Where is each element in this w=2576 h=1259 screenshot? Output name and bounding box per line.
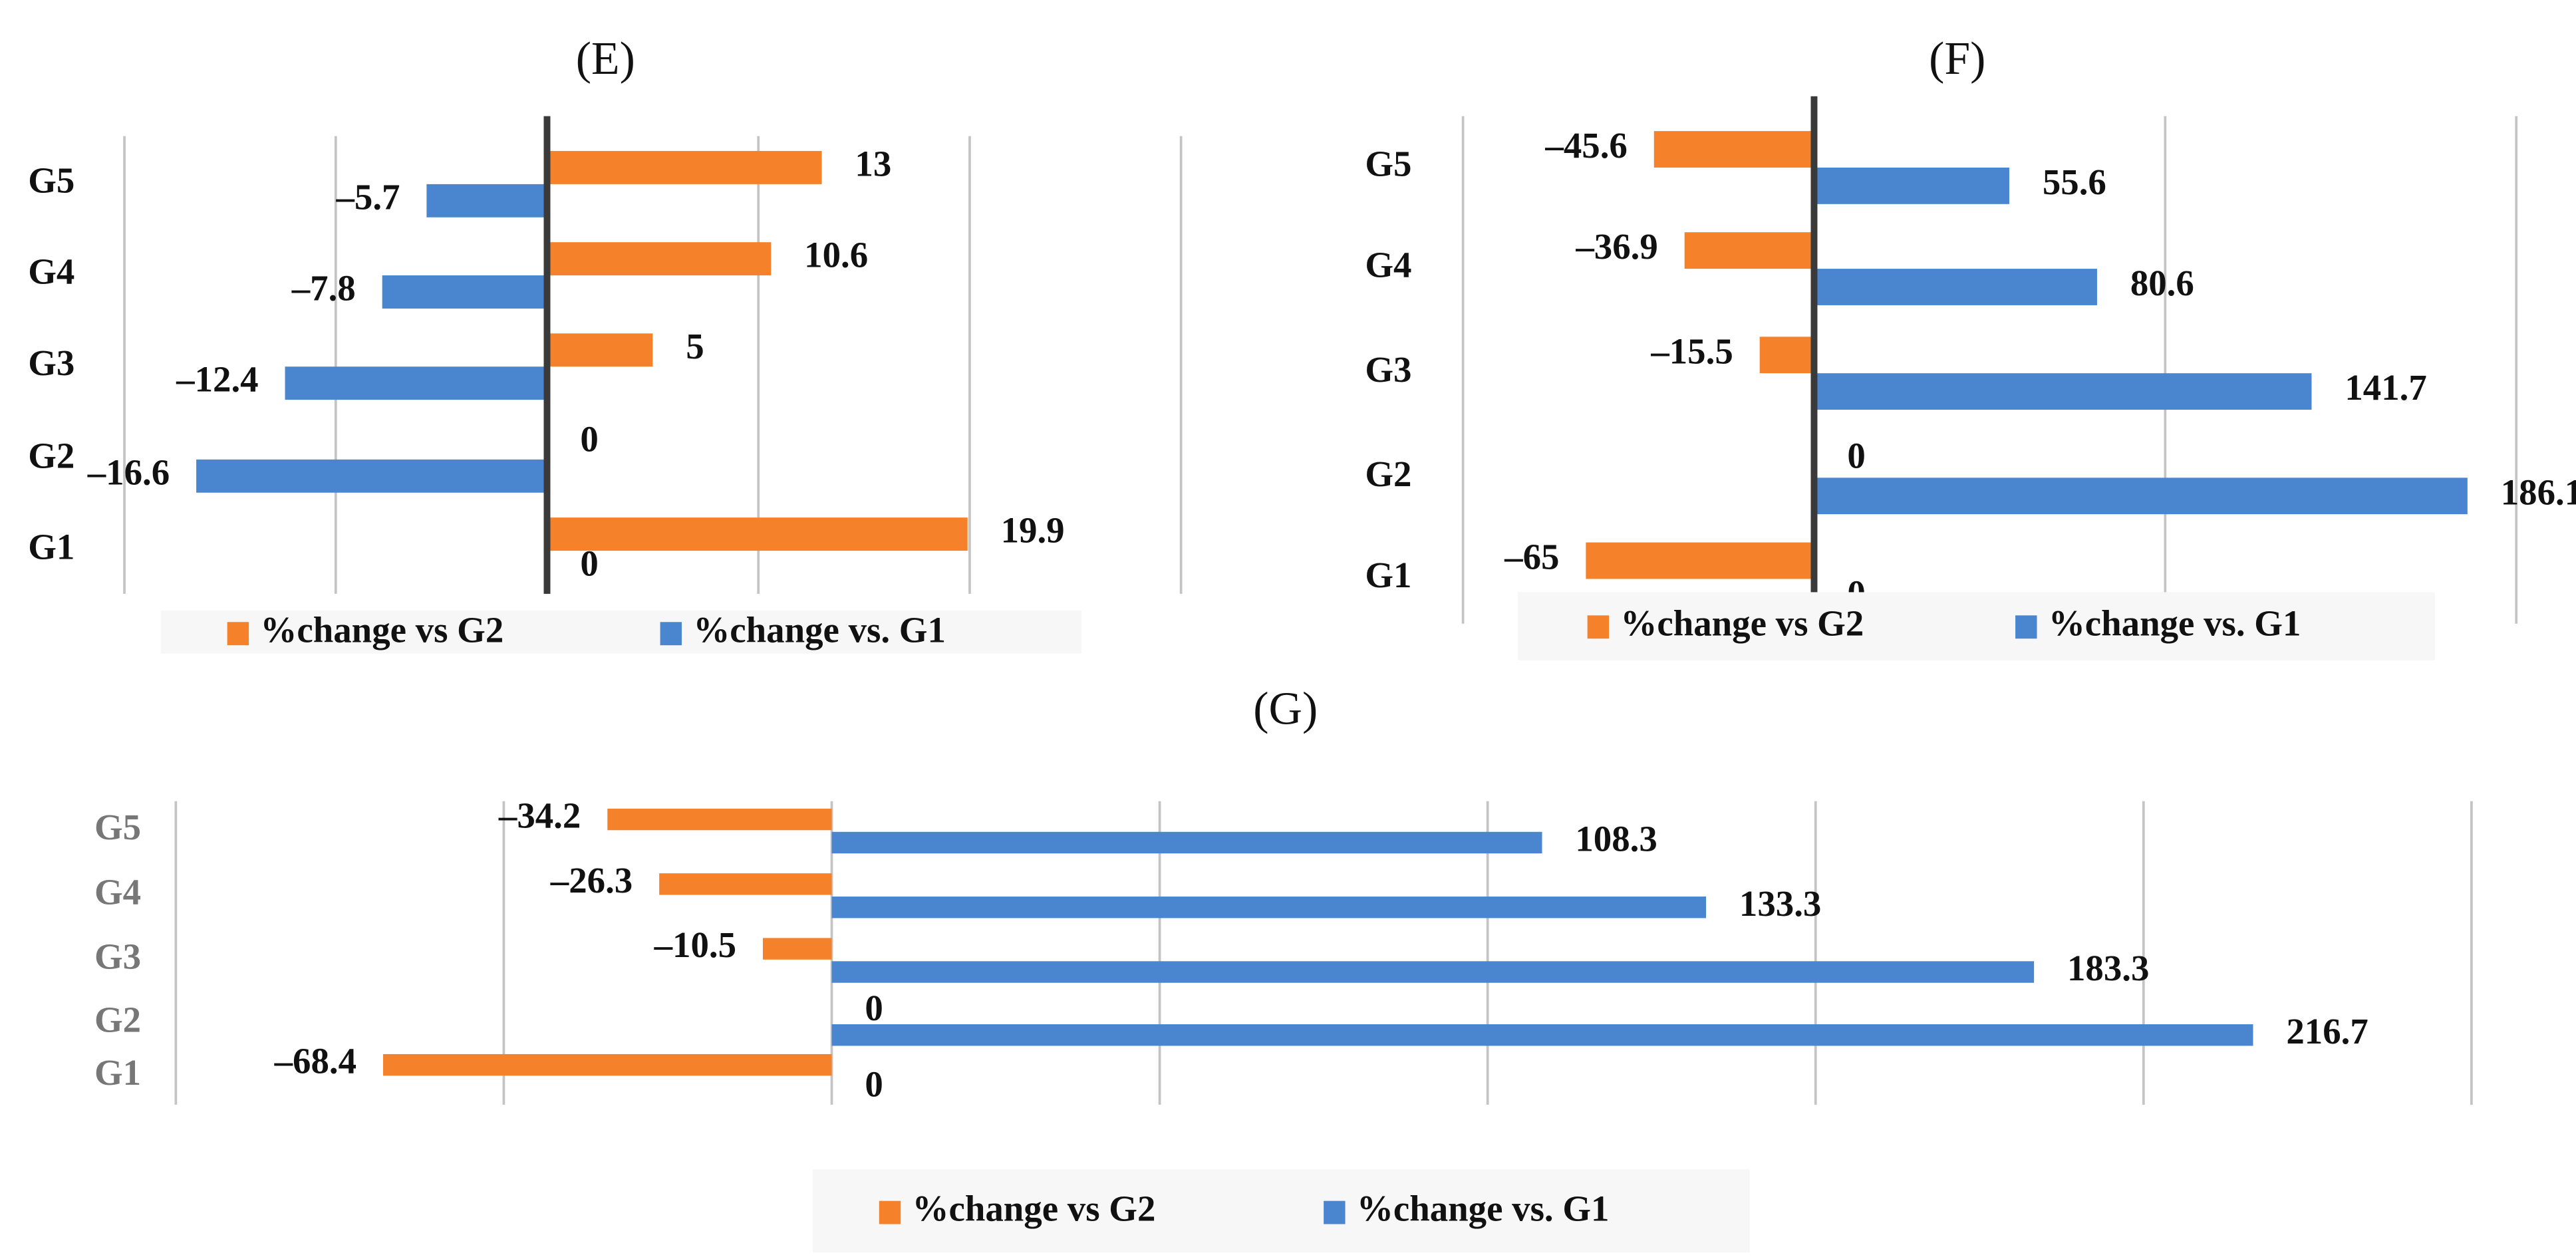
data-label: 186.1 <box>2501 472 2576 512</box>
data-label: –12.4 <box>176 359 258 400</box>
data-label: –45.6 <box>1544 125 1627 166</box>
legend-marker <box>2015 615 2037 639</box>
bar <box>547 517 968 551</box>
bar <box>1653 131 1814 168</box>
data-label: –26.3 <box>550 860 633 901</box>
data-label: 108.3 <box>1575 819 1657 859</box>
category-label: G1 <box>28 527 74 567</box>
data-label: –16.6 <box>87 452 170 492</box>
bar <box>831 961 2035 983</box>
category-label: G4 <box>28 251 74 292</box>
data-label: 133.3 <box>1739 883 1821 924</box>
legend-label: %change vs. G1 <box>693 609 945 650</box>
category-label: G4 <box>94 871 141 912</box>
chart-title: (G) <box>1253 683 1318 734</box>
legend-box <box>1517 592 2436 660</box>
category-label: G1 <box>1365 555 1411 595</box>
category-label: G1 <box>94 1052 141 1093</box>
data-label: 0 <box>1847 435 1865 476</box>
data-label: 141.7 <box>2345 367 2426 408</box>
chart-title: (E) <box>576 33 635 84</box>
category-label: G5 <box>94 807 141 847</box>
bar <box>547 242 772 276</box>
data-label: 0 <box>865 988 883 1028</box>
legend-label: %change vs. G1 <box>1357 1189 1609 1229</box>
category-label: G3 <box>28 343 74 383</box>
bar <box>382 1053 832 1076</box>
legend-box <box>813 1169 1751 1252</box>
category-label: G5 <box>28 160 74 200</box>
bar <box>1814 269 2097 305</box>
legend-marker <box>227 622 249 646</box>
data-label: 216.7 <box>2286 1011 2368 1051</box>
bar <box>1759 337 1814 374</box>
data-label: –65 <box>1504 537 1559 577</box>
data-label: –68.4 <box>274 1041 357 1081</box>
data-label: –15.5 <box>1650 331 1733 371</box>
bar <box>1814 373 2312 410</box>
bar <box>1684 232 1814 269</box>
bar <box>1814 478 2468 515</box>
bar <box>1814 167 2009 204</box>
legend-box <box>160 610 1082 654</box>
legend-label: %change vs. G1 <box>2049 603 2301 643</box>
data-label: 19.9 <box>1001 510 1065 551</box>
legend-label: %change vs G2 <box>913 1189 1156 1229</box>
data-label: 0 <box>580 543 598 584</box>
bar <box>762 938 832 960</box>
legend-marker <box>1587 615 1610 639</box>
legend-marker <box>879 1200 901 1224</box>
bar <box>831 1024 2253 1046</box>
data-label: 0 <box>865 1064 883 1105</box>
bar <box>547 333 653 367</box>
data-label: 5 <box>686 326 704 366</box>
data-label: –34.2 <box>498 795 581 836</box>
category-label: G3 <box>94 936 141 977</box>
data-label: –7.8 <box>291 268 356 309</box>
data-label: 55.6 <box>2043 162 2106 202</box>
category-label: G3 <box>1365 349 1411 390</box>
legend-marker <box>1324 1200 1346 1224</box>
chart-title: (F) <box>1929 33 1985 84</box>
data-label: 13 <box>855 144 891 184</box>
legend-label: %change vs G2 <box>261 609 504 650</box>
bar <box>547 151 822 184</box>
bar <box>426 184 547 217</box>
category-label: G4 <box>1365 245 1411 285</box>
data-label: 80.6 <box>2130 263 2194 303</box>
data-label: 0 <box>580 419 598 460</box>
data-label: 10.6 <box>804 235 868 275</box>
bar <box>831 897 1707 918</box>
category-label: G2 <box>94 999 141 1040</box>
bar <box>831 831 1542 854</box>
bar <box>382 275 547 309</box>
bar <box>196 459 547 493</box>
category-label: G5 <box>1365 144 1411 184</box>
bar <box>1586 542 1814 579</box>
bar <box>607 808 832 831</box>
data-label: –36.9 <box>1575 226 1657 267</box>
category-label: G2 <box>28 435 74 476</box>
category-label: G2 <box>1365 454 1411 494</box>
data-label: –5.7 <box>335 176 400 217</box>
legend-marker <box>660 622 682 646</box>
data-label: –10.5 <box>654 924 736 965</box>
data-label: 183.3 <box>2067 948 2149 988</box>
legend-label: %change vs G2 <box>1621 603 1864 643</box>
bar <box>285 366 547 400</box>
bar <box>659 873 832 895</box>
